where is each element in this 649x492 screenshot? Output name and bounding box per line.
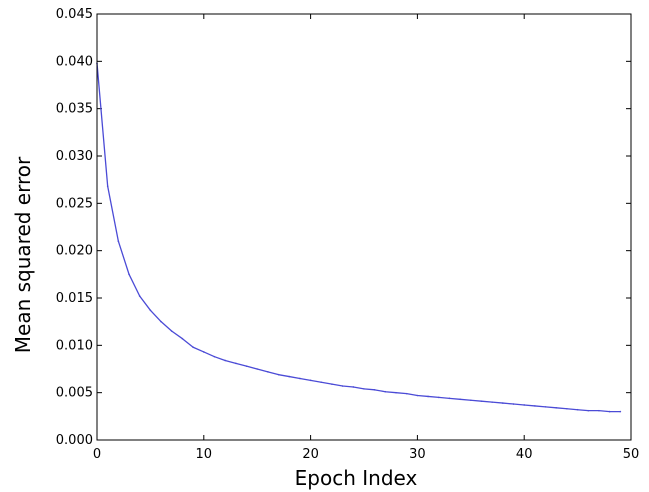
data-point bbox=[448, 397, 451, 400]
x-tick-label: 0 bbox=[93, 447, 101, 462]
x-tick-label: 40 bbox=[516, 447, 533, 462]
y-tick-label: 0.010 bbox=[56, 338, 93, 353]
data-point bbox=[288, 375, 291, 378]
y-axis-ticks: 0.000 0.005 0.010 0.015 0.020 0.025 0.030 0.035… bbox=[56, 7, 631, 448]
x-tick-label: 50 bbox=[623, 447, 640, 462]
y-tick-label: 0.030 bbox=[56, 149, 93, 164]
data-point bbox=[213, 355, 216, 358]
data-point bbox=[555, 407, 558, 409]
data-point bbox=[491, 401, 493, 403]
data-point bbox=[384, 390, 387, 393]
x-tick-label: 10 bbox=[196, 447, 213, 462]
data-point bbox=[363, 388, 365, 390]
data-point bbox=[405, 392, 408, 395]
x-tick-label: 30 bbox=[409, 447, 426, 462]
data-point bbox=[373, 389, 376, 391]
data-point bbox=[619, 410, 622, 413]
data-point bbox=[117, 240, 120, 242]
data-point bbox=[192, 346, 194, 349]
series-line bbox=[96, 63, 621, 413]
data-point bbox=[235, 362, 237, 365]
data-point bbox=[576, 408, 579, 411]
y-tick-label: 0.025 bbox=[56, 196, 93, 211]
y-tick-label: 0.005 bbox=[56, 386, 93, 401]
data-point bbox=[149, 309, 152, 312]
y-tick-label: 0.020 bbox=[56, 244, 93, 259]
data-point bbox=[170, 330, 173, 332]
x-axis-ticks: 0 10 20 30 40 50 bbox=[93, 14, 639, 462]
data-point bbox=[544, 406, 547, 408]
data-point bbox=[470, 399, 472, 402]
data-point bbox=[566, 407, 568, 410]
data-point bbox=[416, 394, 419, 397]
data-point bbox=[395, 391, 397, 394]
plot-frame bbox=[96, 13, 632, 441]
data-point bbox=[427, 395, 429, 398]
data-point bbox=[160, 320, 162, 323]
data-point bbox=[523, 404, 525, 406]
data-point bbox=[224, 359, 226, 362]
data-point bbox=[320, 381, 323, 384]
data-point bbox=[181, 337, 184, 340]
data-point bbox=[352, 386, 355, 388]
data-point bbox=[267, 371, 269, 373]
data-point bbox=[128, 273, 130, 276]
data-point bbox=[331, 383, 333, 385]
data-point bbox=[512, 403, 515, 405]
data-point bbox=[608, 410, 611, 413]
data-point bbox=[299, 377, 301, 380]
data-point bbox=[245, 365, 248, 367]
data-point bbox=[256, 368, 259, 370]
data-point bbox=[480, 400, 483, 402]
data-point bbox=[277, 373, 280, 376]
data-point bbox=[106, 185, 109, 188]
data-point bbox=[587, 409, 590, 412]
x-tick-label: 20 bbox=[302, 447, 319, 462]
y-axis-label: Mean squared error bbox=[11, 156, 35, 353]
y-tick-label: 0.045 bbox=[56, 7, 93, 22]
y-tick-label: 0.035 bbox=[56, 102, 93, 117]
series-layer bbox=[96, 62, 622, 413]
data-point bbox=[459, 398, 461, 401]
data-point bbox=[534, 405, 536, 407]
data-point bbox=[502, 402, 504, 404]
y-tick-label: 0.015 bbox=[56, 291, 93, 306]
y-tick-label: 0.000 bbox=[56, 433, 93, 448]
data-point bbox=[138, 295, 141, 297]
data-point bbox=[309, 379, 312, 382]
data-point bbox=[203, 351, 205, 353]
data-point bbox=[598, 409, 600, 412]
data-point bbox=[341, 385, 344, 387]
y-tick-label: 0.040 bbox=[56, 54, 93, 69]
data-point bbox=[437, 396, 440, 399]
x-axis-label: Epoch Index bbox=[295, 466, 418, 490]
